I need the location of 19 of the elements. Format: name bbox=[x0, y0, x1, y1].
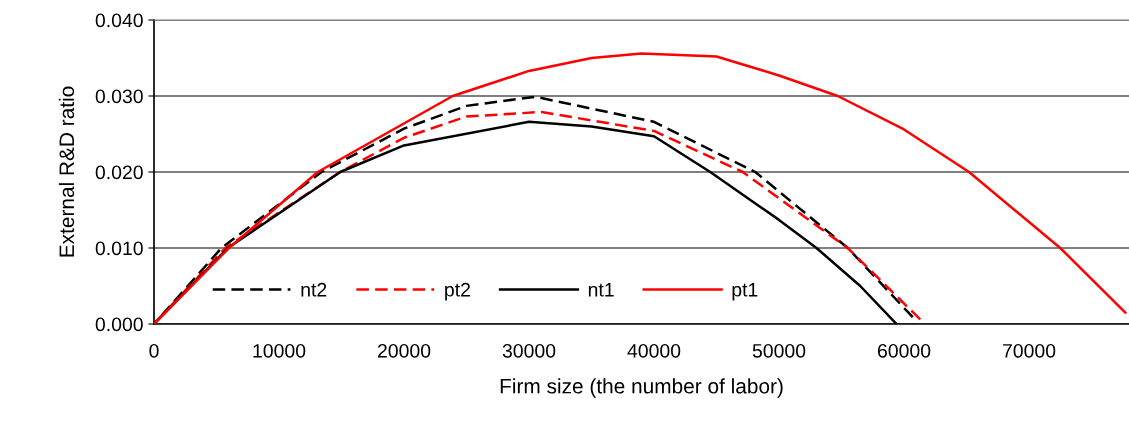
y-tick-label: 0.010 bbox=[95, 241, 143, 256]
x-tick-label: 50000 bbox=[752, 343, 806, 358]
x-axis-title: Firm size (the number of labor) bbox=[500, 378, 783, 398]
legend-label: nt1 bbox=[588, 283, 614, 297]
x-tick-label: 70000 bbox=[1002, 343, 1056, 358]
x-tick-label: 40000 bbox=[627, 343, 681, 358]
x-tick-label: 0 bbox=[149, 343, 159, 358]
x-tick-label: 10000 bbox=[253, 343, 306, 358]
x-tick-label: 20000 bbox=[377, 343, 431, 358]
y-axis-title: External R&D ratio bbox=[58, 86, 75, 257]
legend-label: nt2 bbox=[301, 282, 327, 297]
x-tick-label: 30000 bbox=[502, 343, 556, 358]
y-tick-label: 0.040 bbox=[95, 13, 143, 28]
y-tick-label: 0.000 bbox=[95, 317, 143, 332]
x-tick-label: 60000 bbox=[877, 343, 931, 358]
y-tick-label: 0.030 bbox=[95, 89, 143, 104]
y-tick-label: 0.020 bbox=[95, 165, 143, 180]
legend-label: pt2 bbox=[445, 282, 470, 301]
legend-label: pt1 bbox=[732, 283, 758, 301]
